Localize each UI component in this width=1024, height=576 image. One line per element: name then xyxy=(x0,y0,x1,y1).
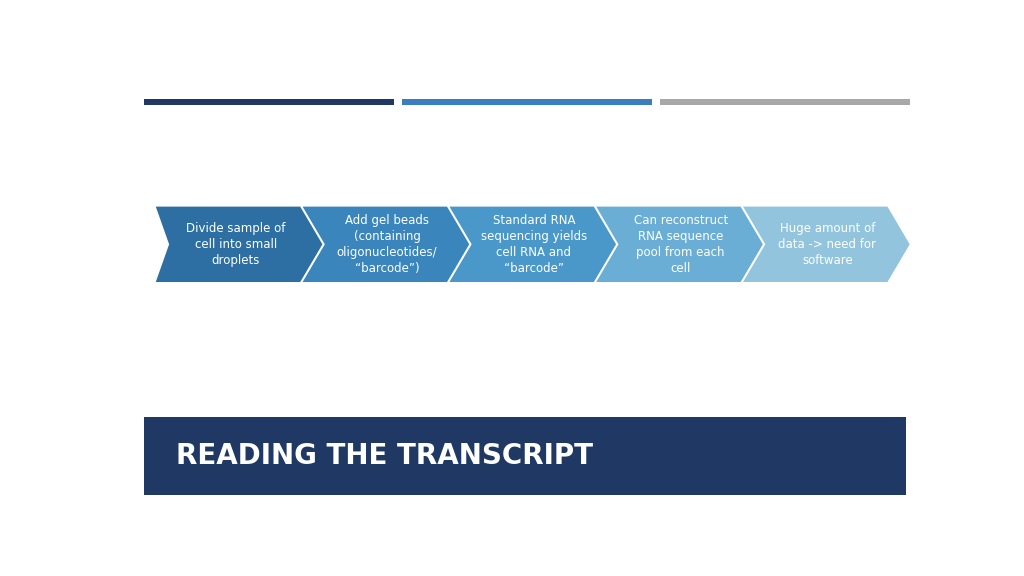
FancyBboxPatch shape xyxy=(401,99,651,105)
Polygon shape xyxy=(450,207,616,282)
Polygon shape xyxy=(156,207,323,282)
Polygon shape xyxy=(303,207,469,282)
Text: Standard RNA
sequencing yields
cell RNA and
“barcode”: Standard RNA sequencing yields cell RNA … xyxy=(480,214,587,275)
Polygon shape xyxy=(743,207,909,282)
Text: READING THE TRANSCRIPT: READING THE TRANSCRIPT xyxy=(176,442,593,471)
Polygon shape xyxy=(596,207,763,282)
FancyBboxPatch shape xyxy=(659,99,909,105)
Text: Huge amount of
data -> need for
software: Huge amount of data -> need for software xyxy=(778,222,877,267)
Text: Add gel beads
(containing
oligonucleotides/
“barcode”): Add gel beads (containing oligonucleotid… xyxy=(337,214,437,275)
Text: Divide sample of
cell into small
droplets: Divide sample of cell into small droplet… xyxy=(186,222,286,267)
FancyBboxPatch shape xyxy=(143,417,905,495)
FancyBboxPatch shape xyxy=(143,99,394,105)
Text: Can reconstruct
RNA sequence
pool from each
cell: Can reconstruct RNA sequence pool from e… xyxy=(634,214,728,275)
